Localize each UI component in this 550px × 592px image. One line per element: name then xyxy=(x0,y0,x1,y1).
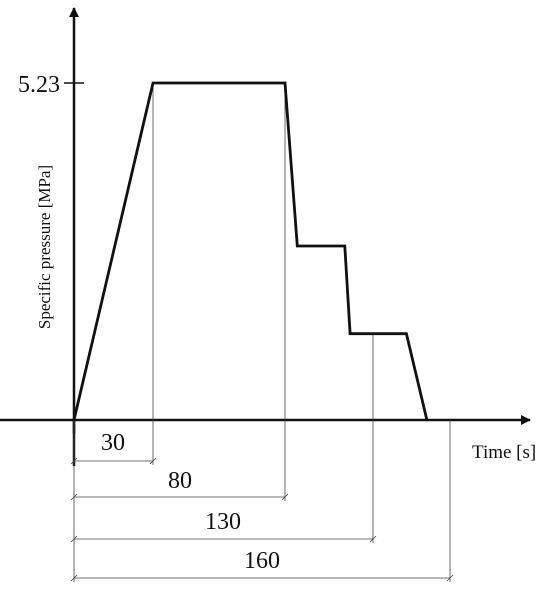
dimension-tick-start-80 xyxy=(70,493,78,501)
data-points xyxy=(72,81,429,422)
dimension-label-160: 160 xyxy=(244,548,280,574)
dimension-tick-end-160 xyxy=(446,574,454,582)
dimension-label-80: 80 xyxy=(168,468,192,494)
x-axis-title: Time [s] xyxy=(472,442,536,463)
dimension-lines xyxy=(70,83,454,582)
dimension-tick-start-130 xyxy=(70,535,78,543)
data-point-3 xyxy=(296,244,299,248)
data-point-5 xyxy=(348,332,352,335)
dimension-label-130: 130 xyxy=(205,509,241,535)
data-point-1 xyxy=(151,81,155,85)
dimension-tick-start-160 xyxy=(70,574,78,582)
dimension-tick-end-30 xyxy=(149,457,157,465)
data-point-6 xyxy=(405,332,408,335)
data-point-4 xyxy=(343,244,347,248)
data-point-0 xyxy=(72,418,76,422)
data-point-7 xyxy=(425,418,429,422)
dimension-label-30: 30 xyxy=(101,430,125,456)
dimension-tick-end-80 xyxy=(281,493,289,501)
dimension-tick-end-130 xyxy=(369,535,377,543)
y-axis-title: Specific pressure [MPa] xyxy=(35,165,54,329)
data-point-2 xyxy=(283,81,287,85)
dimension-tick-start-30 xyxy=(70,457,78,465)
series-line-pressure xyxy=(72,81,429,421)
y-tick-label: 5.23 xyxy=(18,72,60,98)
